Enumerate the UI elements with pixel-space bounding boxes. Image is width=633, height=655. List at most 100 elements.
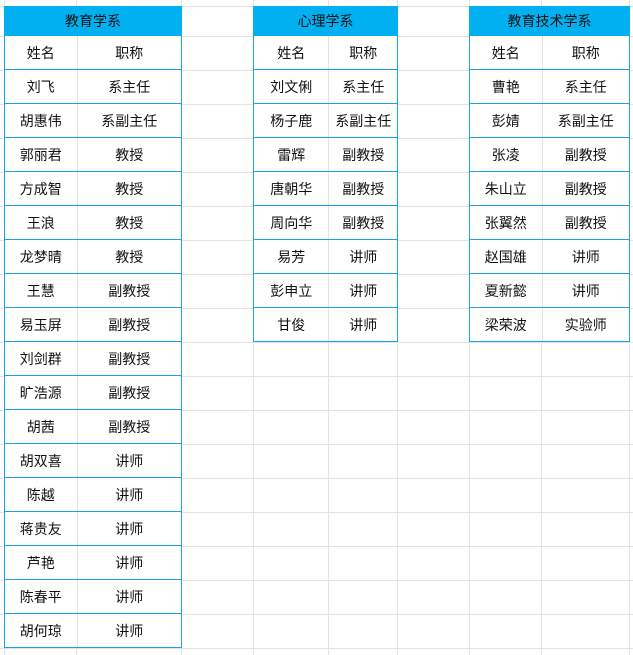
table-title[interactable]: 教育学系 [4,6,182,36]
name-cell[interactable]: 易玉屏 [5,308,78,341]
name-cell[interactable]: 陈越 [5,478,78,511]
title-cell[interactable]: 教授 [115,181,144,198]
name-cell[interactable]: 郭丽君 [5,138,78,171]
title-cell[interactable]: 系主任 [564,79,607,96]
name-cell[interactable]: 姓名 [470,36,543,69]
title-cell[interactable]: 系主任 [108,79,151,96]
table-title[interactable]: 心理学系 [253,6,398,36]
name-cell[interactable]: 易芳 [254,240,330,273]
name-cell[interactable]: 梁荣波 [470,308,543,341]
table-row: 胡双喜 讲师 [4,444,182,478]
name-cell[interactable]: 王慧 [5,274,78,307]
name-cell[interactable]: 旷浩源 [5,376,78,409]
table-row: 王慧 副教授 [4,274,182,308]
table-row: 周向华 副教授 [253,206,398,240]
name-cell[interactable]: 夏新懿 [470,274,543,307]
title-cell[interactable]: 副教授 [108,351,151,368]
table-title[interactable]: 教育技术学系 [469,6,630,36]
table-row: 刘剑群 副教授 [4,342,182,376]
name-cell[interactable]: 刘飞 [5,70,78,103]
table-row: 蒋贵友 讲师 [4,512,182,546]
title-cell[interactable]: 讲师 [115,453,144,470]
gridline [0,648,633,649]
table-row: 彭申立 讲师 [253,274,398,308]
title-cell[interactable]: 系副主任 [101,113,158,130]
title-cell[interactable]: 职称 [349,45,378,62]
title-cell[interactable]: 讲师 [349,283,378,300]
title-cell[interactable]: 副教授 [342,147,385,164]
table-row: 陈春平 讲师 [4,580,182,614]
table-row: 张凌 副教授 [469,138,630,172]
title-cell[interactable]: 副教授 [342,181,385,198]
title-cell[interactable]: 副教授 [564,147,607,164]
name-cell[interactable]: 芦艳 [5,546,78,579]
name-cell[interactable]: 赵国雄 [470,240,543,273]
title-cell[interactable]: 职称 [115,45,144,62]
title-cell[interactable]: 副教授 [108,419,151,436]
table-row: 胡惠伟 系副主任 [4,104,182,138]
title-cell[interactable]: 讲师 [115,623,144,640]
name-cell[interactable]: 杨子鹿 [254,104,330,137]
name-cell[interactable]: 曹艳 [470,70,543,103]
name-cell[interactable]: 蒋贵友 [5,512,78,545]
title-cell[interactable]: 讲师 [115,589,144,606]
title-cell[interactable]: 讲师 [571,249,600,266]
gridline [0,410,633,411]
name-cell[interactable]: 胡何琼 [5,614,78,647]
table-row: 彭婧 系副主任 [469,104,630,138]
gridline [0,614,633,615]
title-cell[interactable]: 系副主任 [335,113,392,130]
title-cell[interactable]: 教授 [115,147,144,164]
title-cell[interactable]: 讲师 [349,249,378,266]
table-row: 易玉屏 副教授 [4,308,182,342]
header-row: 姓名 职称 [253,36,398,70]
table-row: 陈越 讲师 [4,478,182,512]
title-cell[interactable]: 副教授 [564,181,607,198]
title-cell[interactable]: 讲师 [115,521,144,538]
name-cell[interactable]: 龙梦晴 [5,240,78,273]
table-row: 朱山立 副教授 [469,172,630,206]
title-cell[interactable]: 副教授 [108,385,151,402]
name-cell[interactable]: 唐朝华 [254,172,330,205]
table-edtech: 教育技术学系 姓名 职称 曹艳 系主任 彭婧 系副主任 张凌 副教授 朱山立 副教授 张翼然 副教授 赵国… [469,6,630,342]
name-cell[interactable]: 张翼然 [470,206,543,239]
name-cell[interactable]: 姓名 [254,36,330,69]
name-cell[interactable]: 刘文俐 [254,70,330,103]
name-cell[interactable]: 胡双喜 [5,444,78,477]
name-cell[interactable]: 刘剑群 [5,342,78,375]
name-cell[interactable]: 彭婧 [470,104,543,137]
title-cell[interactable]: 教授 [115,249,144,266]
gridline [0,342,633,343]
table-row: 龙梦晴 教授 [4,240,182,274]
title-cell[interactable]: 讲师 [571,283,600,300]
title-cell[interactable]: 教授 [115,215,144,232]
table-row: 刘飞 系主任 [4,70,182,104]
title-cell[interactable]: 职称 [571,45,600,62]
title-cell[interactable]: 系主任 [342,79,385,96]
title-cell[interactable]: 副教授 [564,215,607,232]
name-cell[interactable]: 胡惠伟 [5,104,78,137]
table-row: 雷辉 副教授 [253,138,398,172]
name-cell[interactable]: 甘俊 [254,308,330,341]
name-cell[interactable]: 张凌 [470,138,543,171]
name-cell[interactable]: 彭申立 [254,274,330,307]
name-cell[interactable]: 王浪 [5,206,78,239]
name-cell[interactable]: 雷辉 [254,138,330,171]
name-cell[interactable]: 周向华 [254,206,330,239]
title-cell[interactable]: 副教授 [108,283,151,300]
name-cell[interactable]: 朱山立 [470,172,543,205]
table-row: 赵国雄 讲师 [469,240,630,274]
gridline [0,512,633,513]
table-row: 梁荣波 实验师 [469,308,630,342]
name-cell[interactable]: 姓名 [5,36,78,69]
title-cell[interactable]: 讲师 [349,317,378,334]
name-cell[interactable]: 胡茜 [5,410,78,443]
title-cell[interactable]: 实验师 [564,317,607,334]
name-cell[interactable]: 陈春平 [5,580,78,613]
title-cell[interactable]: 系副主任 [557,113,614,130]
name-cell[interactable]: 方成智 [5,172,78,205]
title-cell[interactable]: 讲师 [115,555,144,572]
title-cell[interactable]: 讲师 [115,487,144,504]
title-cell[interactable]: 副教授 [108,317,151,334]
title-cell[interactable]: 副教授 [342,215,385,232]
